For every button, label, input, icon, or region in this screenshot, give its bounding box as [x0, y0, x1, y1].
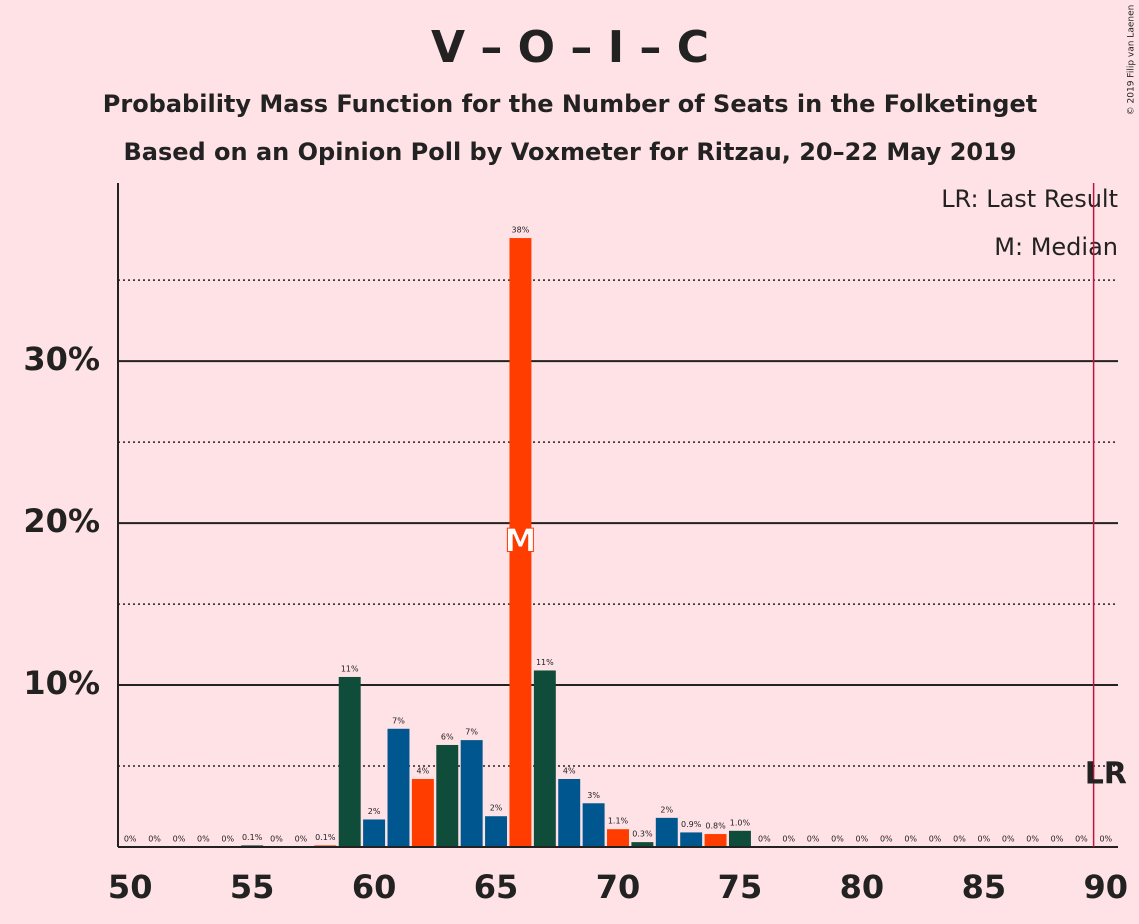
x-tick-label: 60: [352, 868, 397, 906]
chart-title: V – O – I – C: [431, 22, 709, 73]
x-tick-label: 65: [474, 868, 519, 906]
value-label: 0%: [856, 835, 869, 844]
value-label: 0%: [831, 835, 844, 844]
value-label: 0%: [1075, 835, 1088, 844]
legend-entry: M: Median: [994, 233, 1118, 261]
bar: [485, 816, 508, 847]
value-label: 0%: [904, 835, 917, 844]
subtitle: Based on an Opinion Poll by Voxmeter for…: [123, 138, 1016, 166]
value-label: 4%: [417, 766, 430, 775]
bar: [533, 670, 556, 847]
x-tick-label: 70: [596, 868, 641, 906]
x-tick-label: 75: [718, 868, 763, 906]
value-label: 0.1%: [315, 833, 336, 842]
value-label: 2%: [490, 804, 503, 813]
value-label: 0%: [953, 835, 966, 844]
value-label: 0%: [197, 835, 210, 844]
value-label: 0%: [295, 835, 308, 844]
bar: [558, 778, 581, 847]
value-label: 0%: [1002, 835, 1015, 844]
x-tick-label: 50: [108, 868, 153, 906]
bar: [460, 740, 483, 847]
value-label: 0%: [807, 835, 820, 844]
median-marker: M: [505, 522, 537, 560]
bar: [338, 676, 361, 847]
value-label: 0.8%: [705, 822, 726, 831]
value-label: 38%: [512, 226, 530, 235]
value-label: 0%: [173, 835, 186, 844]
value-label: 0.3%: [632, 830, 653, 839]
value-label: 0.9%: [681, 820, 702, 829]
last-result-label: LR: [1085, 757, 1127, 792]
bar: [728, 830, 751, 847]
value-label: 0.1%: [242, 833, 263, 842]
value-label: 0%: [270, 835, 283, 844]
value-label: 7%: [465, 728, 478, 737]
value-label: 3%: [587, 791, 600, 800]
x-tick-label: 55: [230, 868, 275, 906]
x-tick-label: 80: [840, 868, 885, 906]
bar: [631, 842, 654, 847]
value-label: 11%: [341, 664, 359, 673]
value-label: 4%: [563, 766, 576, 775]
value-label: 2%: [660, 805, 673, 814]
bar: [680, 832, 703, 847]
y-tick-label: 20%: [23, 502, 100, 540]
bar: [582, 803, 605, 847]
value-label: 0%: [124, 835, 137, 844]
subtitle: Probability Mass Function for the Number…: [103, 90, 1037, 118]
value-label: 6%: [441, 732, 454, 741]
bar: [363, 819, 386, 847]
value-label: 2%: [368, 807, 381, 816]
bar: [411, 778, 434, 847]
x-tick-label: 90: [1084, 868, 1129, 906]
bar: [436, 744, 459, 847]
bar: [509, 238, 532, 847]
value-label: 0%: [1099, 835, 1112, 844]
y-tick-label: 10%: [23, 664, 100, 702]
value-label: 0%: [782, 835, 795, 844]
value-label: 0%: [880, 835, 893, 844]
value-label: 0%: [929, 835, 942, 844]
value-label: 1.1%: [608, 817, 629, 826]
copyright: © 2019 Filip van Laenen: [1127, 5, 1137, 116]
value-label: 0%: [1051, 835, 1064, 844]
legend-entry: LR: Last Result: [941, 185, 1118, 213]
value-label: 11%: [536, 658, 554, 667]
value-label: 7%: [392, 716, 405, 725]
bar: [704, 834, 727, 847]
y-tick-label: 30%: [23, 340, 100, 378]
value-label: 1.0%: [730, 818, 751, 827]
bar: [387, 728, 410, 847]
value-label: 0%: [978, 835, 991, 844]
value-label: 0%: [758, 835, 771, 844]
bar: [607, 829, 629, 847]
x-tick-label: 85: [962, 868, 1007, 906]
value-label: 0%: [221, 835, 234, 844]
value-label: 0%: [148, 835, 161, 844]
bar: [655, 817, 678, 847]
value-label: 0%: [1026, 835, 1039, 844]
